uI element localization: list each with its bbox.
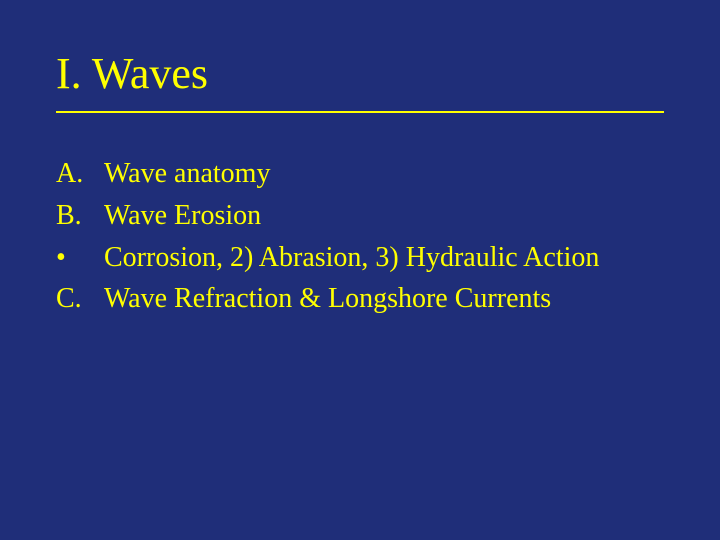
list-text: Wave Erosion	[104, 197, 664, 235]
slide-body: A. Wave anatomy B. Wave Erosion • Corros…	[56, 155, 664, 318]
list-item: C. Wave Refraction & Longshore Currents	[56, 280, 664, 318]
slide-title: I. Waves	[56, 48, 664, 99]
list-text: Corrosion, 2) Abrasion, 3) Hydraulic Act…	[104, 239, 664, 277]
list-marker: C.	[56, 280, 104, 318]
list-text: Wave anatomy	[104, 155, 664, 193]
list-item: • Corrosion, 2) Abrasion, 3) Hydraulic A…	[56, 239, 664, 277]
list-item: B. Wave Erosion	[56, 197, 664, 235]
list-marker: B.	[56, 197, 104, 235]
list-text: Wave Refraction & Longshore Currents	[104, 280, 664, 318]
list-marker: A.	[56, 155, 104, 193]
slide: I. Waves A. Wave anatomy B. Wave Erosion…	[0, 0, 720, 540]
title-underline	[56, 111, 664, 113]
bullet-icon: •	[56, 239, 104, 277]
list-item: A. Wave anatomy	[56, 155, 664, 193]
